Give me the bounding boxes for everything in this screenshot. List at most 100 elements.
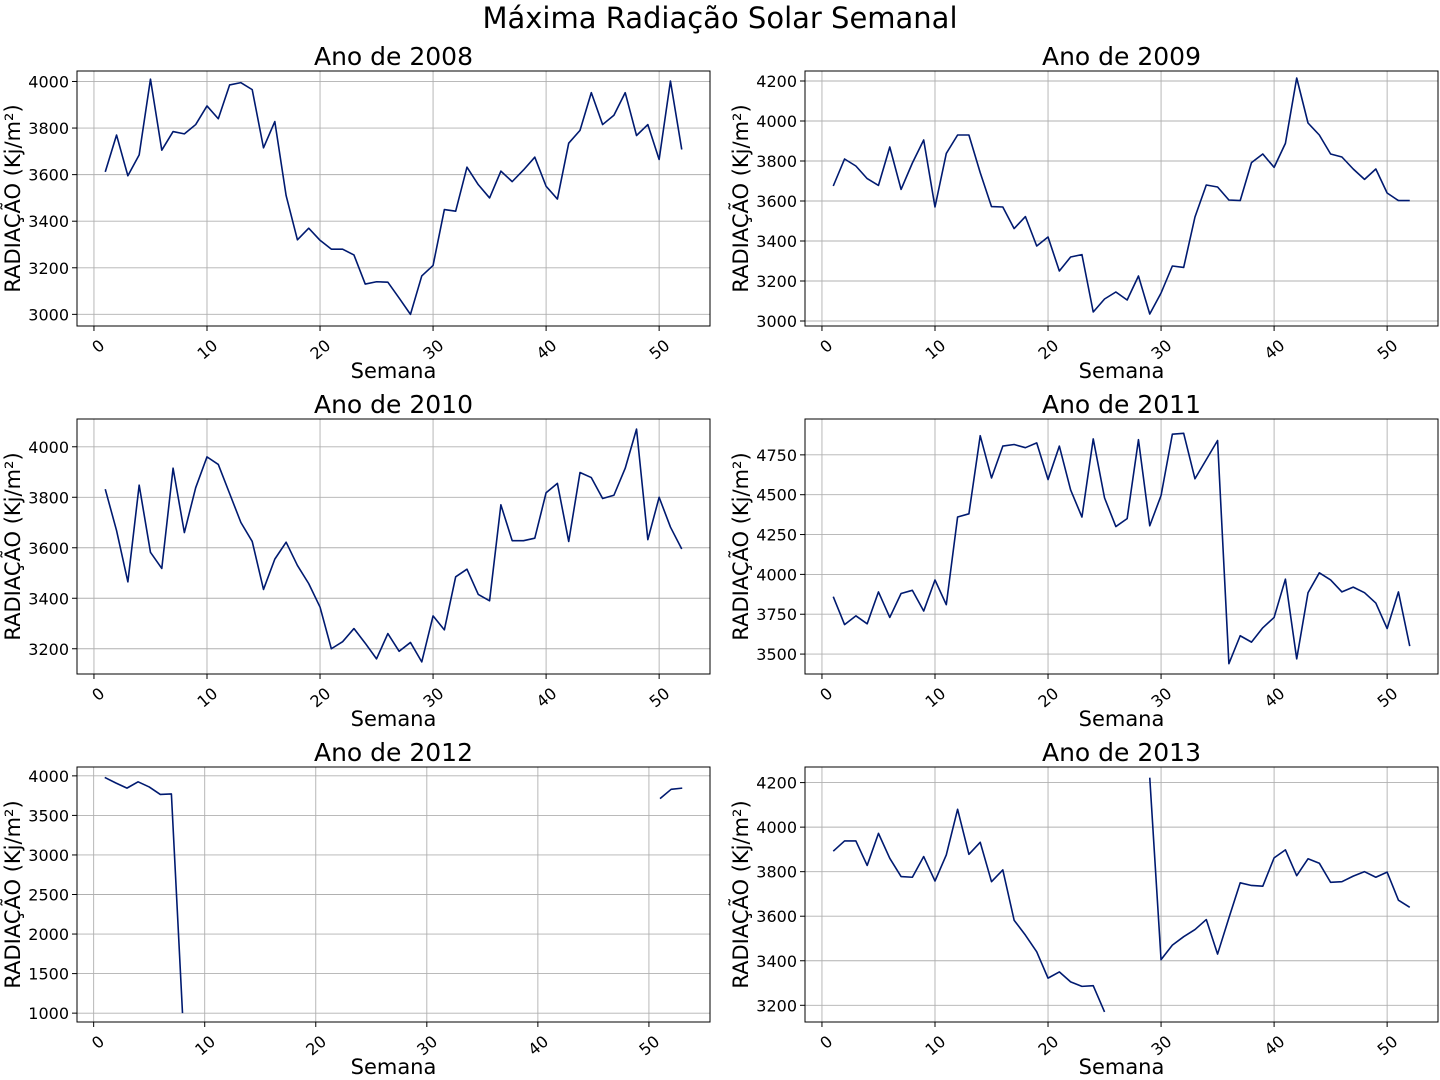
y-tick-label: 4750 (756, 446, 797, 465)
series-line (832, 777, 1411, 1013)
x-tick-label: 40 (1261, 1032, 1289, 1060)
y-tick-label: 3400 (28, 212, 69, 231)
x-tick-label: 40 (524, 1032, 552, 1060)
x-tick-label: 0 (816, 1032, 836, 1053)
series-line (104, 776, 683, 1014)
x-axis-label: Semana (1079, 707, 1165, 731)
subplot-4: Ano de 2012 1000 1500 2000 2500 3000 3500 4000 0… (0, 738, 711, 1079)
y-tick-label: 3800 (28, 488, 69, 507)
y-tick-label: 4200 (756, 774, 797, 793)
y-tick-label: 4000 (28, 438, 69, 457)
y-tick-label: 3400 (756, 232, 797, 251)
x-tick-label: 10 (193, 684, 221, 712)
subplot-3: Ano de 2011 3500 3750 4000 4250 4500 4750 0 10 20… (727, 390, 1439, 731)
axes-frame (76, 418, 711, 675)
y-tick-label: 3600 (28, 166, 69, 185)
x-tick-label: 20 (1035, 1032, 1063, 1060)
subplot-title: Ano de 2013 (1042, 738, 1201, 767)
x-axis-label: Semana (1079, 359, 1165, 383)
x-tick-label: 10 (921, 336, 949, 364)
x-tick-label: 50 (1374, 1032, 1402, 1060)
y-tick-label: 3200 (28, 259, 69, 278)
x-tick-label: 0 (816, 684, 836, 705)
x-tick-label: 20 (307, 684, 335, 712)
y-tick-label: 3600 (28, 539, 69, 558)
y-axis-label: RADIAÇÃO (Kj/m²) (727, 452, 753, 640)
x-tick-label: 40 (533, 684, 561, 712)
y-axis-label: RADIAÇÃO (Kj/m²) (727, 800, 753, 988)
axes-frame (804, 766, 1439, 1023)
x-tick-label: 10 (921, 1032, 949, 1060)
y-tick-label: 4000 (28, 767, 69, 786)
y-tick-label: 2000 (28, 925, 69, 944)
y-tick-label: 3200 (756, 272, 797, 291)
y-tick-label: 3200 (756, 996, 797, 1015)
series-line (832, 77, 1410, 315)
y-tick-label: 3800 (756, 152, 797, 171)
x-tick-label: 40 (1261, 336, 1289, 364)
y-tick-label: 3400 (28, 589, 69, 608)
x-tick-label: 0 (88, 336, 108, 357)
y-tick-label: 4000 (28, 72, 69, 91)
y-tick-label: 4250 (756, 526, 797, 545)
y-tick-label: 1000 (28, 1004, 69, 1023)
subplot-title: Ano de 2010 (314, 390, 473, 419)
x-tick-label: 50 (646, 336, 674, 364)
y-tick-label: 3600 (756, 192, 797, 211)
subplot-title: Ano de 2009 (1042, 42, 1201, 71)
y-tick-label: 3000 (756, 312, 797, 331)
x-axis-label: Semana (351, 1055, 437, 1079)
y-tick-label: 3400 (756, 952, 797, 971)
y-axis-label: RADIAÇÃO (Kj/m²) (0, 104, 25, 292)
y-tick-label: 4500 (756, 486, 797, 505)
y-tick-label: 3000 (28, 846, 69, 865)
y-axis-label: RADIAÇÃO (Kj/m²) (727, 104, 753, 292)
x-tick-label: 50 (635, 1032, 663, 1060)
y-tick-label: 3500 (756, 645, 797, 664)
y-tick-label: 1500 (28, 965, 69, 984)
y-tick-label: 4000 (756, 112, 797, 131)
x-tick-label: 40 (533, 336, 561, 364)
series-line (104, 428, 683, 663)
x-tick-label: 20 (1035, 684, 1063, 712)
subplot-0: Ano de 2008 3000 3200 3400 3600 3800 4000 0 10 20… (0, 42, 711, 383)
x-tick-label: 10 (191, 1032, 219, 1060)
x-tick-label: 20 (1035, 336, 1063, 364)
y-tick-label: 3800 (28, 119, 69, 138)
x-axis-label: Semana (351, 359, 437, 383)
y-tick-label: 3200 (28, 640, 69, 659)
y-tick-label: 4000 (756, 565, 797, 584)
y-tick-label: 3750 (756, 605, 797, 624)
subplot-1: Ano de 2009 3000 3200 3400 3600 3800 4000 4200 0… (727, 42, 1439, 383)
axes-frame (76, 766, 711, 1023)
y-tick-label: 3000 (28, 305, 69, 324)
y-tick-label: 2500 (28, 886, 69, 905)
x-tick-label: 20 (302, 1032, 330, 1060)
y-axis-label: RADIAÇÃO (Kj/m²) (0, 800, 25, 988)
subplot-title: Ano de 2012 (314, 738, 473, 767)
x-tick-label: 0 (816, 336, 836, 357)
y-tick-label: 3600 (756, 907, 797, 926)
x-tick-label: 10 (193, 336, 221, 364)
x-tick-label: 50 (1374, 336, 1402, 364)
x-tick-label: 10 (921, 684, 949, 712)
series-line (104, 78, 683, 316)
x-axis-label: Semana (351, 707, 437, 731)
x-tick-label: 40 (1261, 684, 1289, 712)
y-tick-label: 3500 (28, 806, 69, 825)
x-tick-label: 50 (1374, 684, 1402, 712)
y-tick-label: 4200 (756, 72, 797, 91)
y-tick-label: 4000 (756, 818, 797, 837)
x-tick-label: 20 (307, 336, 335, 364)
y-tick-label: 3800 (756, 863, 797, 882)
x-tick-label: 0 (88, 684, 108, 705)
x-axis-label: Semana (1079, 1055, 1165, 1079)
subplot-title: Ano de 2008 (314, 42, 473, 71)
x-tick-label: 50 (646, 684, 674, 712)
subplot-title: Ano de 2011 (1042, 390, 1201, 419)
figure-suptitle: Máxima Radiação Solar Semanal (482, 1, 957, 35)
subplot-5: Ano de 2013 3200 3400 3600 3800 4000 4200 0 10 20… (727, 738, 1439, 1079)
